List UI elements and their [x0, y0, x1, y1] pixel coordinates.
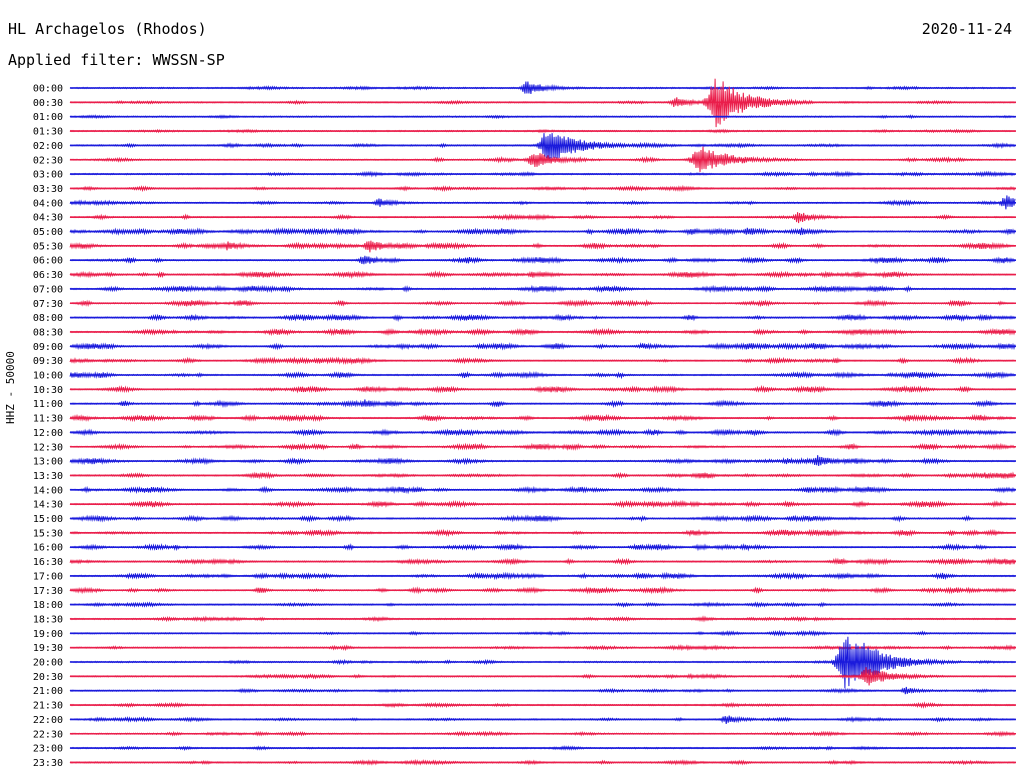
row-time-label: 19:30 [33, 643, 63, 654]
row-time-label: 20:30 [33, 672, 63, 683]
row-time-label: 04:00 [33, 198, 63, 209]
filter-label: Applied filter: WWSSN-SP [8, 51, 225, 69]
row-time-label: 23:00 [33, 744, 63, 755]
row-time-label: 15:30 [33, 528, 63, 539]
row-time-label: 20:00 [33, 658, 63, 669]
row-time-label: 08:00 [33, 313, 63, 324]
row-time-label: 16:00 [33, 543, 63, 554]
row-time-label: 23:30 [33, 758, 63, 769]
row-time-label: 09:00 [33, 342, 63, 353]
row-time-label: 04:30 [33, 213, 63, 224]
row-time-label: 19:00 [33, 629, 63, 640]
row-time-label: 02:30 [33, 155, 63, 166]
row-time-label: 10:00 [33, 371, 63, 382]
row-time-label: 00:30 [33, 98, 63, 109]
row-time-label: 14:00 [33, 485, 63, 496]
row-time-label: 14:30 [33, 500, 63, 511]
row-time-label: 22:00 [33, 715, 63, 726]
row-time-label: 21:00 [33, 686, 63, 697]
date-label: 2020-11-24 [921, 20, 1012, 38]
row-time-label: 03:30 [33, 184, 63, 195]
row-time-label: 18:30 [33, 614, 63, 625]
row-time-label: 11:00 [33, 399, 63, 410]
row-time-label: 03:00 [33, 170, 63, 181]
row-time-label: 12:00 [33, 428, 63, 439]
row-time-label: 21:30 [33, 701, 63, 712]
row-time-label: 07:30 [33, 299, 63, 310]
row-time-label: 01:00 [33, 112, 63, 123]
row-time-label: 13:30 [33, 471, 63, 482]
row-time-label: 10:30 [33, 385, 63, 396]
row-time-label: 05:30 [33, 241, 63, 252]
row-time-label: 01:30 [33, 127, 63, 138]
row-time-label: 02:00 [33, 141, 63, 152]
row-time-label: 08:30 [33, 327, 63, 338]
row-time-label: 13:00 [33, 457, 63, 468]
row-time-label: 11:30 [33, 414, 63, 425]
station-title: HL Archagelos (Rhodos) [8, 20, 207, 38]
row-time-label: 06:00 [33, 256, 63, 267]
row-time-label: 17:00 [33, 571, 63, 582]
row-time-label: 16:30 [33, 557, 63, 568]
row-time-label: 17:30 [33, 586, 63, 597]
row-time-label: 07:00 [33, 284, 63, 295]
row-time-label: 12:30 [33, 442, 63, 453]
row-time-label: 09:30 [33, 356, 63, 367]
row-time-label: 22:30 [33, 729, 63, 740]
row-time-label: 00:00 [33, 84, 63, 95]
row-time-label: 15:00 [33, 514, 63, 525]
row-time-label: 06:30 [33, 270, 63, 281]
row-time-label: 05:00 [33, 227, 63, 238]
row-time-label: 18:00 [33, 600, 63, 611]
